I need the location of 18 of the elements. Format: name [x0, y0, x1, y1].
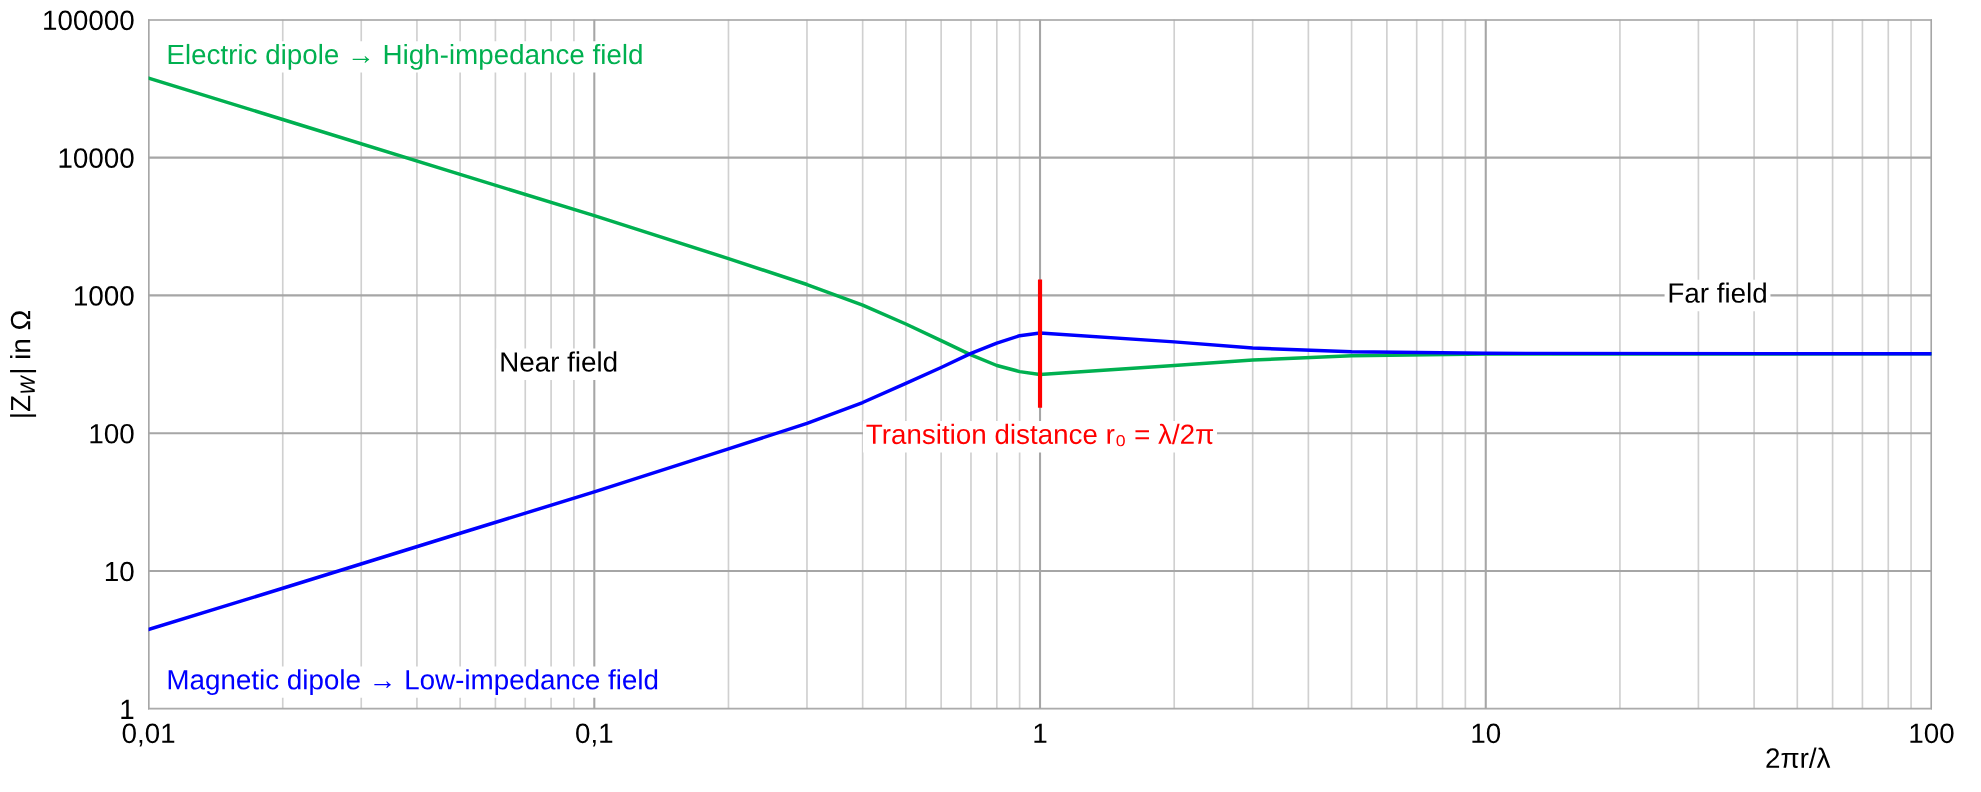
y-axis-title: |Z$_{W}$| in Ω — [10, 310, 37, 417]
x-tick-label: 100 — [1910, 723, 1954, 744]
y-tick-label: 1000 — [75, 286, 134, 306]
x-tick-label: 0,1 — [576, 723, 613, 747]
annotation: Far field — [1669, 282, 1766, 303]
x-axis-title: 2πr/λ — [1766, 747, 1831, 768]
series-label: Electric dipole → High-impedance field — [168, 43, 642, 70]
y-tick-label: 10 — [105, 561, 134, 582]
y-tick-label: 100000 — [44, 10, 134, 31]
y-tick-label: 100 — [90, 423, 134, 444]
ref-line-label: Transition distance r₀ = λ/2π — [866, 423, 1214, 447]
x-tick-label: 0,01 — [122, 723, 175, 747]
annotation: Near field — [501, 351, 617, 372]
x-tick-label: 1 — [1034, 723, 1047, 743]
y-tick-label: 1 — [121, 699, 134, 719]
series-label: Magnetic dipole → Low-impedance field — [168, 669, 658, 696]
x-tick-label: 10 — [1472, 723, 1501, 744]
y-tick-label: 10000 — [59, 148, 134, 168]
